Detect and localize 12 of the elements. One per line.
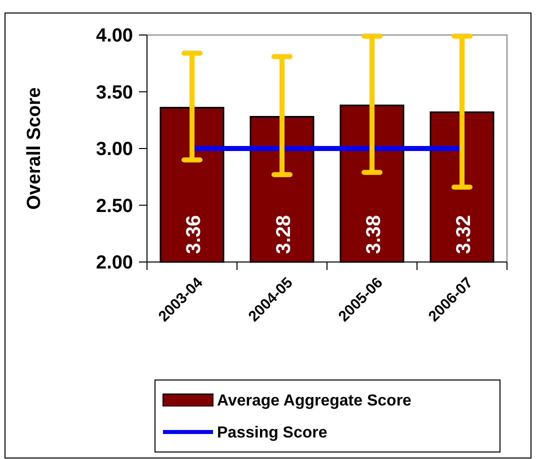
y-tick-label: 3.00 <box>96 139 133 160</box>
legend-label: Average Aggregate Score <box>217 392 412 410</box>
data-label: 3.32 <box>453 215 475 254</box>
y-tick-label: 3.50 <box>96 82 133 104</box>
legend-label: Passing Score <box>217 424 328 442</box>
y-tick-label: 2.00 <box>96 252 133 274</box>
y-tick-label: 4.00 <box>96 26 133 47</box>
data-label: 3.36 <box>183 215 205 254</box>
y-tick-label: 2.50 <box>96 196 133 217</box>
data-label: 3.28 <box>273 215 295 254</box>
y-axis-title: Overall Score <box>24 87 45 210</box>
data-label: 3.38 <box>363 215 385 254</box>
